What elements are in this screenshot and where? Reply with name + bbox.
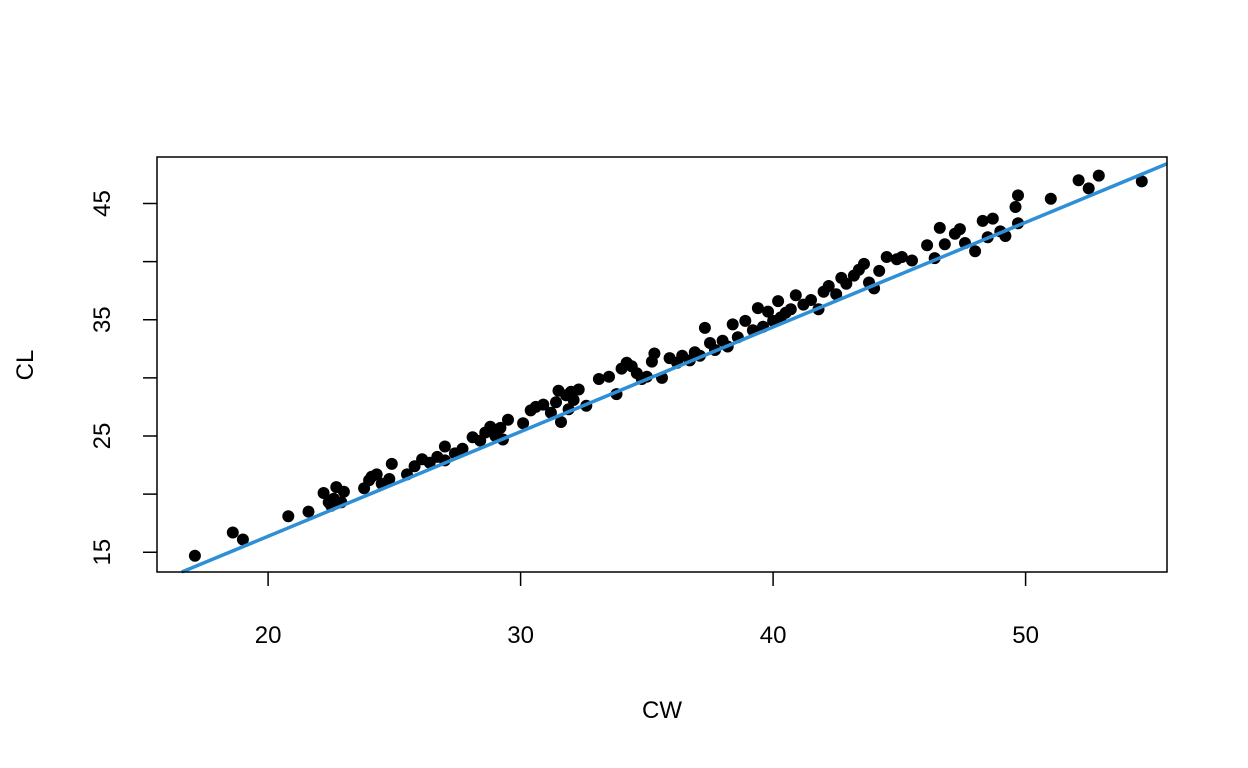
x-axis: 20 30 40 50 — [255, 572, 1039, 649]
data-point — [840, 277, 853, 290]
data-point — [537, 398, 550, 411]
data-point — [976, 214, 989, 227]
data-point — [550, 396, 562, 409]
data-point — [572, 383, 585, 396]
data-point — [933, 221, 946, 234]
data-point — [188, 549, 201, 562]
data-point — [938, 238, 951, 251]
data-point — [567, 394, 580, 406]
data-point — [762, 305, 774, 318]
points-layer — [188, 169, 1148, 562]
data-point — [1082, 182, 1095, 195]
data-point — [858, 257, 870, 270]
y-tick-label: 25 — [89, 423, 116, 450]
data-point — [648, 347, 661, 360]
data-point — [906, 254, 918, 267]
data-point — [1044, 192, 1057, 205]
data-point — [502, 413, 514, 426]
x-tick-label: 40 — [760, 622, 787, 649]
data-point — [1012, 189, 1024, 202]
y-tick-label: 45 — [89, 190, 116, 217]
data-point — [494, 421, 507, 434]
y-axis: 15 25 35 45 — [89, 190, 157, 566]
data-point — [383, 473, 396, 485]
data-point — [385, 457, 398, 470]
data-point — [282, 510, 295, 523]
data-point — [830, 288, 843, 301]
data-point — [698, 321, 711, 334]
data-point — [726, 318, 739, 331]
data-point — [408, 460, 421, 473]
data-point — [302, 505, 315, 518]
data-point — [517, 417, 530, 430]
x-tick-label: 50 — [1012, 622, 1039, 649]
data-point — [789, 289, 802, 302]
data-point — [969, 245, 982, 258]
regression-line-layer — [181, 162, 1168, 574]
data-point — [555, 416, 567, 428]
y-tick-label: 15 — [89, 539, 116, 566]
data-point — [880, 251, 893, 263]
data-point — [456, 442, 469, 455]
data-point — [236, 533, 249, 546]
data-point — [592, 373, 605, 385]
regression-line — [181, 162, 1168, 574]
x-tick-label: 20 — [255, 622, 282, 649]
data-point — [953, 223, 966, 236]
data-point — [1092, 169, 1105, 182]
data-point — [873, 264, 886, 277]
data-point — [784, 303, 797, 316]
data-point — [484, 420, 497, 433]
data-point — [986, 212, 999, 225]
data-point — [739, 314, 752, 327]
data-point — [1135, 175, 1148, 188]
y-axis-label: CL — [12, 350, 39, 381]
data-point — [438, 440, 451, 453]
data-point — [921, 239, 934, 252]
data-point — [317, 487, 330, 499]
data-point — [1009, 201, 1022, 213]
x-axis-label: CW — [642, 697, 682, 724]
data-point — [603, 370, 615, 383]
data-point — [751, 302, 764, 315]
data-point — [1072, 174, 1085, 187]
data-point — [772, 295, 785, 308]
data-point — [822, 280, 835, 292]
data-point — [895, 251, 908, 263]
plot-frame — [156, 156, 1168, 573]
x-tick-label: 30 — [507, 622, 534, 649]
data-point — [226, 526, 239, 539]
y-tick-label: 35 — [89, 306, 116, 333]
data-point — [370, 468, 383, 481]
data-point — [337, 485, 350, 498]
data-point — [544, 406, 557, 419]
data-point — [805, 294, 817, 306]
